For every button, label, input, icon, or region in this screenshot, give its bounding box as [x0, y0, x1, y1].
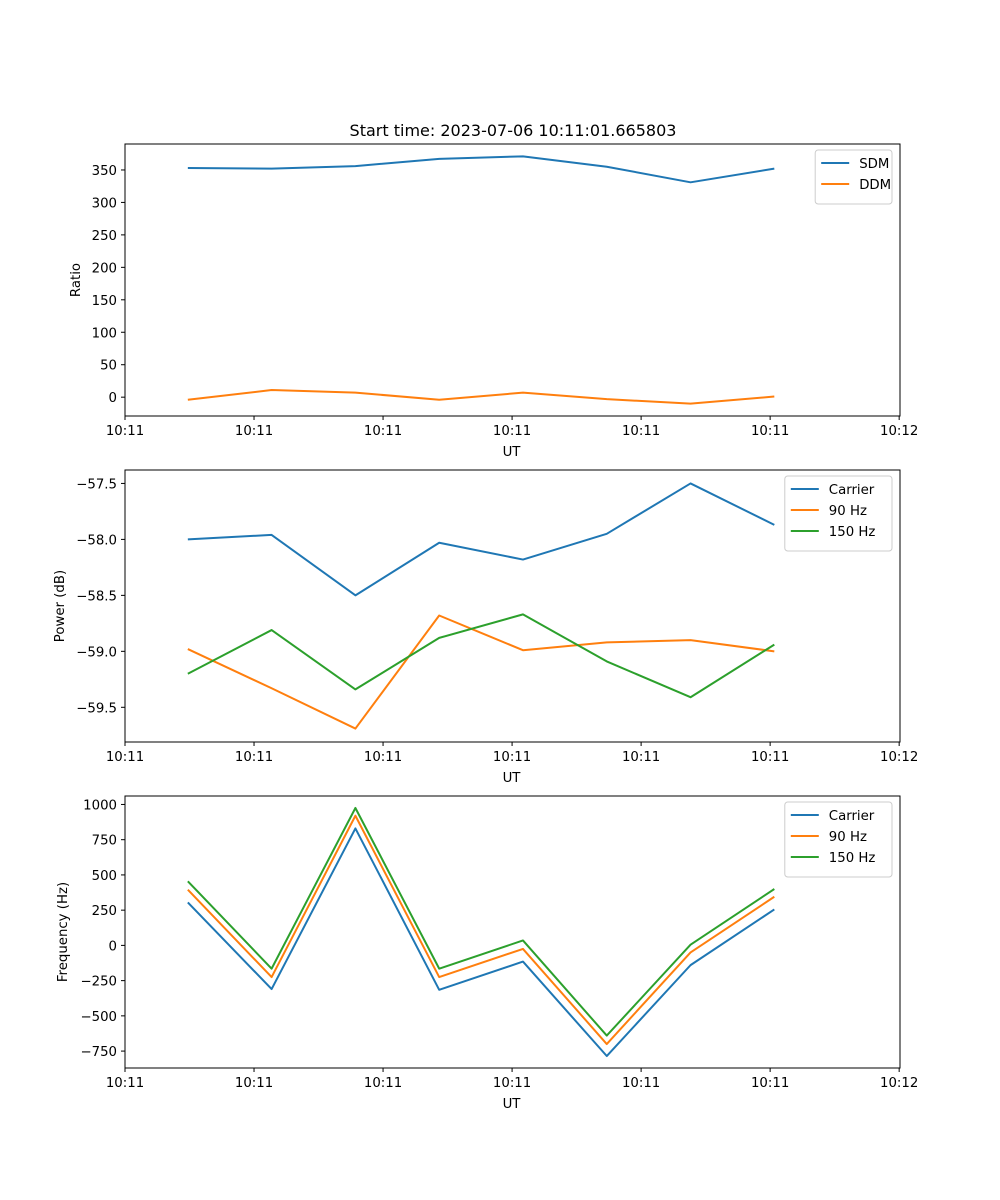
chart2-axes-frame — [124, 469, 901, 743]
chart1-axes-frame — [124, 143, 901, 417]
chart1-xtick-label: 10:11 — [364, 424, 402, 439]
chart1-xtick-label: 10:11 — [106, 424, 144, 439]
chart2-xtick-label: 10:11 — [493, 750, 531, 765]
chart2-legend-label-90-hz: 90 Hz — [829, 504, 867, 519]
chart1-xtick-label: 10:11 — [751, 424, 789, 439]
chart1-ytick-label: 150 — [92, 294, 117, 309]
chart2-series-150-hz-line — [187, 613, 775, 699]
chart1-ytick-label: 250 — [92, 229, 117, 244]
chart1-series-sdm-line — [187, 155, 775, 184]
chart3-ytick-label: 0 — [109, 939, 117, 954]
chart1-ytick-label: 0 — [109, 391, 117, 406]
chart2-ytick-label: −58.0 — [76, 533, 117, 548]
chart1-legend-label-ddm: DDM — [859, 178, 891, 193]
chart2-ytick-label: −57.5 — [76, 477, 117, 492]
chart3-series-carrier-line — [187, 827, 775, 1058]
chart3-series-150-hz-line — [187, 806, 775, 1037]
chart2-ytick-label: −59.5 — [76, 701, 117, 716]
chart1-xtick-label: 10:11 — [622, 424, 660, 439]
figure-title: Start time: 2023-07-06 10:11:01.665803 — [350, 121, 677, 140]
chart1-ytick-label: 100 — [92, 326, 117, 341]
chart3-legend-label-carrier: Carrier — [829, 809, 875, 824]
chart3-ytick-label: −750 — [80, 1045, 117, 1060]
chart3-xtick-label: 10:11 — [106, 1076, 144, 1091]
chart3-legend-box — [784, 801, 893, 878]
chart1-xtick-label: 10:11 — [235, 424, 273, 439]
chart1-xtick-label: 10:11 — [493, 424, 531, 439]
chart3-axes-frame — [124, 795, 901, 1069]
chart3-legend-label-90-hz: 90 Hz — [829, 830, 867, 845]
chart2-ylabel: Power (dB) — [53, 570, 68, 642]
chart3-xtick-label: 10:11 — [622, 1076, 660, 1091]
chart1-ytick-label: 50 — [100, 359, 117, 374]
chart1-series-ddm-line — [187, 389, 775, 405]
chart2-xtick-label: 10:11 — [364, 750, 402, 765]
chart2-xtick-label: 10:11 — [106, 750, 144, 765]
chart1-legend-label-sdm: SDM — [859, 157, 889, 172]
chart1-ytick-label: 350 — [92, 164, 117, 179]
chart2-ytick-label: −59.0 — [76, 645, 117, 660]
chart3-ytick-label: −250 — [80, 975, 117, 990]
chart3-xtick-label: 10:11 — [364, 1076, 402, 1091]
chart2-series-carrier-line — [187, 482, 775, 597]
chart3-xlabel: UT — [503, 1097, 522, 1112]
chart3-ylabel: Frequency (Hz) — [56, 882, 71, 982]
chart3-ytick-label: 500 — [92, 869, 117, 884]
chart3-xtick-label: 10:12 — [880, 1076, 918, 1091]
chart2-legend-box — [784, 475, 893, 552]
chart2-legend-label-carrier: Carrier — [829, 483, 875, 498]
chart2-xtick-label: 10:11 — [751, 750, 789, 765]
chart1-ytick-label: 300 — [92, 196, 117, 211]
chart3-legend-label-150-hz: 150 Hz — [829, 851, 876, 866]
chart3-series-90-hz-line — [187, 814, 775, 1046]
chart3-ytick-label: −500 — [80, 1010, 117, 1025]
chart2-xtick-label: 10:11 — [235, 750, 273, 765]
chart3-ytick-label: 250 — [92, 904, 117, 919]
chart2-xtick-label: 10:11 — [622, 750, 660, 765]
chart2-xlabel: UT — [503, 771, 522, 786]
chart1-ytick-label: 200 — [92, 261, 117, 276]
chart2-series-90-hz-line — [187, 614, 775, 730]
chart2-ytick-label: −58.5 — [76, 589, 117, 604]
chart3-ytick-label: 1000 — [83, 798, 117, 813]
chart3-ytick-label: 750 — [92, 834, 117, 849]
chart2-legend-label-150-hz: 150 Hz — [829, 525, 876, 540]
chart3-xtick-label: 10:11 — [235, 1076, 273, 1091]
chart1-xlabel: UT — [503, 445, 522, 460]
chart2-xtick-label: 10:12 — [880, 750, 918, 765]
chart1-ylabel: Ratio — [69, 263, 84, 297]
chart1-xtick-label: 10:12 — [880, 424, 918, 439]
chart3-xtick-label: 10:11 — [751, 1076, 789, 1091]
chart3-xtick-label: 10:11 — [493, 1076, 531, 1091]
